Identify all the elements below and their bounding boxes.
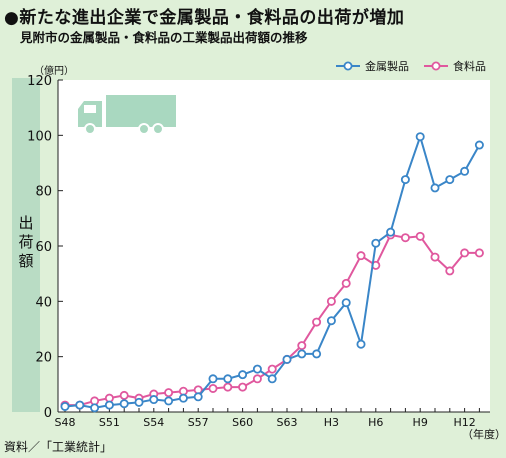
y-axis-ticks: 0 20 40 60 80 100 120 (27, 74, 63, 421)
metal-series-point (178, 393, 188, 403)
food-series-point (341, 278, 351, 288)
source-note: 資料／「工業統計」 (4, 440, 113, 454)
metal-series-point (312, 349, 322, 359)
series-layer (60, 132, 484, 413)
ylabel-char: 荷 (18, 233, 33, 251)
metal-series-point (297, 349, 307, 359)
food-series-point (208, 383, 218, 393)
metal-series-point (386, 227, 396, 237)
metal-series-point (134, 397, 144, 407)
y-tick-label: 80 (35, 185, 52, 200)
metal-series-point (149, 395, 159, 405)
food-series-point (238, 382, 248, 392)
x-tick-label: H3 (324, 416, 339, 429)
metal-series-point (119, 399, 129, 409)
x-tick-label: S48 (55, 416, 76, 429)
food-series-point (356, 251, 366, 261)
food-series-point (400, 233, 410, 243)
truck-icon (78, 95, 176, 135)
metal-series-point (474, 140, 484, 150)
x-tick-label: S54 (143, 416, 164, 429)
metal-series-point (445, 175, 455, 185)
y-tick-label: 0 (44, 406, 52, 421)
ylabel-char: 額 (18, 252, 33, 270)
food-series-point (252, 374, 262, 384)
food-series-point (119, 390, 129, 400)
food-series-point (297, 341, 307, 351)
metal-series-point (282, 354, 292, 364)
metal-series-point (238, 370, 248, 380)
ylabel-char: 出 (18, 214, 33, 232)
y-tick-label: 120 (27, 74, 52, 89)
x-tick-label: S60 (232, 416, 253, 429)
x-axis-ticks: S48 S51 S54 S57 S60 S63 H3 H6 H9 H12 (55, 408, 480, 429)
metal-series-point (341, 298, 351, 308)
metal-series-point (460, 166, 470, 176)
ylabel: 出荷額 (18, 214, 33, 270)
y-tick-label: 60 (35, 240, 52, 255)
plot-area (58, 80, 490, 412)
truck-icon-wheel (138, 123, 150, 135)
legend-marker (343, 61, 353, 71)
legend-label: 食料品 (453, 59, 486, 73)
legend-item-metal: 金属製品 (336, 59, 409, 73)
metal-series-point (252, 364, 262, 374)
food-series (60, 230, 484, 410)
food-series-point (164, 388, 174, 398)
metal-series-point (430, 183, 440, 193)
food-series-point (474, 248, 484, 258)
chart-subtitle: 見附市の金属製品・食料品の工業製品出荷額の推移 (20, 30, 308, 45)
ylabel-band (12, 78, 40, 412)
truck-icon-cargo (106, 95, 176, 127)
metal-series-point (60, 401, 70, 411)
x-unit-label: （年度） (462, 427, 506, 441)
legend-item-food: 食料品 (424, 59, 486, 73)
page-title: ●新たな進出企業で金属製品・食料品の出荷が増加 (4, 8, 405, 28)
food-series-point (415, 231, 425, 241)
food-series-point (267, 364, 277, 374)
metal-series-point (326, 316, 336, 326)
metal-series-point (223, 374, 233, 384)
y-tick-label: 20 (35, 351, 52, 366)
x-tick-label: H12 (453, 416, 475, 429)
metal-series-point (104, 400, 114, 410)
metal-series-point (208, 374, 218, 384)
truck-icon-wheel (84, 123, 96, 135)
y-unit-label: （億円） (34, 64, 74, 77)
metal-series-point (356, 339, 366, 349)
metal-series-point (164, 396, 174, 406)
metal-series-point (415, 132, 425, 142)
x-tick-label: H6 (368, 416, 383, 429)
x-tick-label: S51 (99, 416, 120, 429)
y-tick-label: 100 (27, 129, 52, 144)
legend: 金属製品 食料品 (336, 59, 486, 73)
food-series-point (445, 266, 455, 276)
metal-series-point (267, 374, 277, 384)
food-series-point (430, 252, 440, 262)
food-series-point (326, 296, 336, 306)
truck-icon-window (84, 105, 96, 113)
x-tick-label: S63 (277, 416, 298, 429)
metal-series-point (90, 403, 100, 413)
metal-series-point (75, 400, 85, 410)
food-series-point (460, 248, 470, 258)
food-series-point (223, 382, 233, 392)
legend-marker (431, 61, 441, 71)
legend-label: 金属製品 (365, 59, 409, 73)
metal-series-point (400, 175, 410, 185)
metal-series-point (193, 392, 203, 402)
truck-icon-wheel (152, 123, 164, 135)
food-series-point (312, 317, 322, 327)
metal-series-point (371, 238, 381, 248)
metal-series (60, 132, 484, 413)
y-tick-label: 40 (35, 295, 52, 310)
x-tick-label: S57 (188, 416, 209, 429)
x-tick-label: H9 (413, 416, 428, 429)
